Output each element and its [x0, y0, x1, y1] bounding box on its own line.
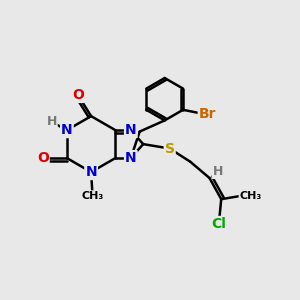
- Text: Br: Br: [199, 107, 216, 121]
- Text: N: N: [125, 151, 136, 165]
- Text: O: O: [72, 88, 84, 102]
- Text: O: O: [37, 151, 49, 165]
- Text: Cl: Cl: [212, 217, 226, 231]
- Text: CH₃: CH₃: [82, 191, 104, 201]
- Text: H: H: [46, 116, 57, 128]
- Text: N: N: [85, 165, 97, 179]
- Text: S: S: [165, 142, 175, 155]
- Text: H: H: [212, 165, 223, 178]
- Text: N: N: [61, 123, 73, 137]
- Text: N: N: [125, 123, 136, 137]
- Text: CH₃: CH₃: [240, 190, 262, 201]
